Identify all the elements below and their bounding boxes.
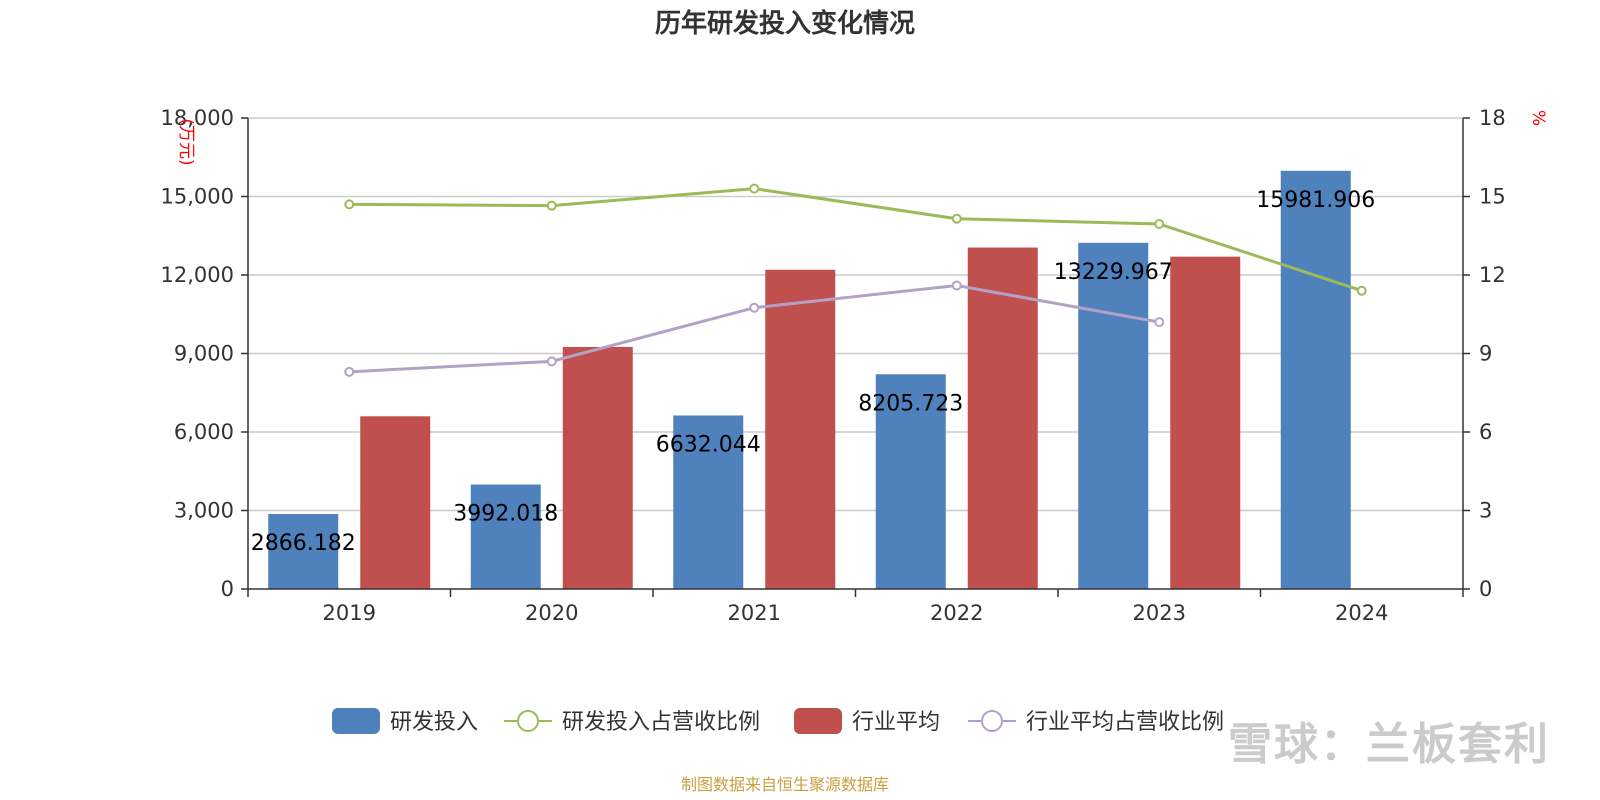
rd-ratio-point [344, 199, 355, 210]
left-tick-label: 12,000 [161, 263, 234, 287]
left-tick-label: 9,000 [174, 342, 234, 366]
x-tick-label: 2020 [525, 601, 578, 625]
industry-average-bar [360, 416, 431, 589]
legend: 研发投入 研发投入占营收比例 行业平均 行业平均占营收比例 [332, 708, 1224, 735]
bars [268, 170, 1351, 589]
gridlines [248, 117, 1463, 512]
left-tick-label: 18,000 [161, 106, 234, 130]
industry-ratio-point [749, 302, 760, 313]
rd-investment-bar [470, 484, 541, 589]
rd-ratio-line [349, 187, 1363, 293]
legend-label: 研发投入占营收比例 [562, 710, 760, 735]
industry-ratio-point [951, 280, 962, 291]
right-axis-unit: % [1528, 110, 1548, 126]
x-tick-label: 2019 [323, 601, 376, 625]
legend-marker [517, 710, 539, 732]
data-labels: 2866.182 3992.018 6632.044 8205.723 13229.96… [251, 188, 1375, 556]
industry-average-bar [967, 247, 1038, 589]
legend-item-rd-investment[interactable]: 研发投入 [332, 708, 478, 735]
x-tick-label: 2023 [1133, 601, 1186, 625]
legend-marker [981, 710, 1003, 732]
industry-ratio-point [344, 366, 355, 377]
right-tick-label: 9 [1479, 342, 1492, 366]
source-footer: 制图数据来自恒生聚源数据库 [681, 775, 889, 794]
rd-investment-value-label: 2866.182 [251, 531, 356, 556]
legend-swatch [794, 708, 842, 734]
industry-ratio-point [1154, 317, 1165, 328]
legend-swatch [332, 708, 380, 734]
left-tick-label: 6,000 [174, 420, 234, 444]
x-tick-label: 2024 [1335, 601, 1388, 625]
right-tick-label: 0 [1479, 577, 1492, 601]
rd-ratio-point [546, 200, 557, 211]
legend-label: 行业平均 [852, 710, 940, 735]
legend-item-industry-ratio[interactable]: 行业平均占营收比例 [968, 710, 1224, 735]
rd-investment-value-label: 15981.906 [1256, 188, 1375, 213]
legend-label: 行业平均占营收比例 [1026, 710, 1224, 735]
rd-ratio-point [1154, 218, 1165, 229]
rd-investment-value-label: 8205.723 [858, 391, 963, 416]
right-tick-label: 3 [1479, 499, 1492, 523]
left-tick-label: 0 [221, 577, 234, 601]
industry-ratio-point [546, 356, 557, 367]
legend-item-industry-average[interactable]: 行业平均 [794, 708, 940, 735]
left-axis-unit: (万元) [176, 118, 196, 165]
right-tick-label: 18 [1479, 106, 1506, 130]
watermark: 雪球：兰板套利 [1228, 719, 1550, 770]
legend-label: 研发投入 [390, 710, 478, 735]
industry-average-bar [765, 269, 836, 589]
lines [344, 183, 1367, 377]
rd-investment-bar [1078, 242, 1149, 589]
rd-ratio-point [951, 213, 962, 224]
industry-average-bar [562, 346, 633, 589]
rd-investment-bar [268, 514, 339, 589]
left-tick-label: 15,000 [161, 185, 234, 209]
right-tick-label: 12 [1479, 263, 1506, 287]
rd-ratio-point [1356, 285, 1367, 296]
rd-ratio-point [749, 183, 760, 194]
x-tick-label: 2021 [728, 601, 781, 625]
rd-investment-value-label: 13229.967 [1054, 260, 1173, 285]
right-tick-label: 6 [1479, 420, 1492, 444]
industry-average-bar [1170, 256, 1241, 589]
rd-investment-bar [673, 415, 744, 589]
right-tick-label: 15 [1479, 185, 1506, 209]
rd-investment-value-label: 6632.044 [656, 432, 761, 457]
left-tick-label: 3,000 [174, 499, 234, 523]
legend-item-rd-ratio[interactable]: 研发投入占营收比例 [504, 710, 760, 735]
x-tick-label: 2022 [930, 601, 983, 625]
axes: 0 3,000 6,000 9,000 12,000 15,000 18,000 0 3 6 9 12… [161, 106, 1548, 625]
rd-investment-bar [1280, 170, 1351, 589]
rd-investment-value-label: 3992.018 [453, 502, 558, 527]
chart-title: 历年研发投入变化情况 [655, 8, 915, 39]
rd-investment-bar [875, 374, 946, 589]
